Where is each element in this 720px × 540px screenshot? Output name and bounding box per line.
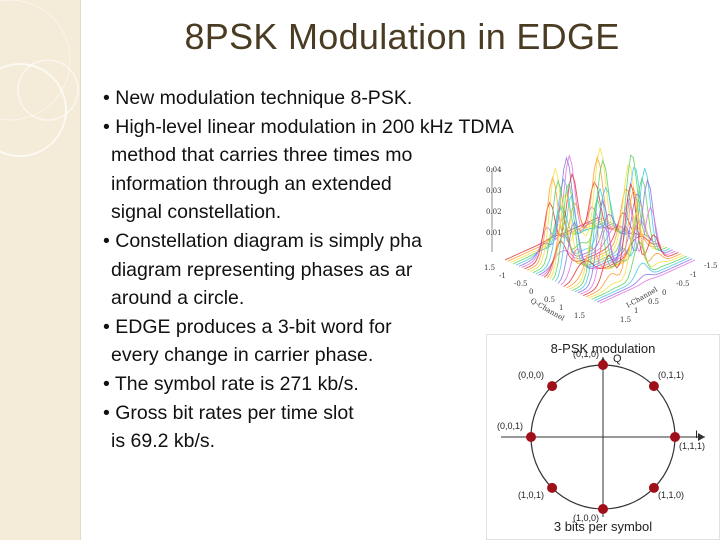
bullet-continuation: every change in carrier phase. [111,344,374,367]
q-tick-label: 1 [559,304,563,312]
z-tick-label: 0.04 [486,166,502,174]
constellation-point [670,432,680,442]
bullet-item: • High-level linear modulation in 200 kH… [103,115,514,138]
constellation-point-label: (1,1,1) [679,441,706,451]
z-tick-label: 0.02 [486,208,502,216]
bullet-continuation: is 69.2 kb/s. [111,430,216,453]
surface-mesh-line [521,155,617,269]
surface-mesh-line [515,177,612,266]
slide-title: 8PSK Modulation in EDGE [184,16,620,57]
bullet-item: • Constellation diagram is simply pha [103,229,422,252]
constellation-point [598,360,608,370]
q-tick-label: -0.5 [514,280,528,288]
constellation-point-label: (1,0,0) [573,513,600,523]
surface-mesh-line [532,158,629,274]
constellation-svg [501,357,705,517]
surface-mesh-line [554,166,651,282]
constellation-point [547,482,558,493]
q-tick-label: 1.5 [484,264,495,272]
constellation-point-label: (0,0,1) [497,421,524,431]
q-tick-label: 0 [529,288,533,296]
constellation-point [598,504,608,514]
bullet-item: • New modulation technique 8-PSK. [103,87,413,109]
bullet-list: • New modulation technique 8-PSK. • High-… [103,84,623,456]
surface-mesh-line [588,211,685,299]
surface-mesh-line [585,186,682,298]
surface-plot-svg: 0.040.030.020.011.5-1-0.500.511.5-1.5-1-… [484,147,718,324]
i-tick-label: -0.5 [676,280,690,288]
bullet-item: • Gross bit rates per time slot [103,401,354,424]
i-tick-label: 0 [662,289,666,297]
constellation-point [547,381,558,392]
constellation-point-label: (1,1,0) [658,490,685,500]
i-tick-label: 0.5 [648,298,659,306]
surface-mesh-line [571,176,668,291]
q-tick-label: -1 [499,272,506,280]
surface-mesh-line [552,154,648,281]
constellation-point-label: (0,1,1) [658,370,685,380]
constellation-title: 8-PSK modulation [550,341,656,356]
sidebar-swirl-decoration [0,0,79,157]
z-tick-label: 0.01 [486,229,502,237]
q-tick-label: 1.5 [574,312,585,320]
surface-mesh-line [597,258,693,303]
constellation-footer: 3 bits per symbol [553,519,653,534]
surface-mesh-line [599,259,696,304]
i-tick-label: 1 [634,307,638,315]
bullet-continuation: diagram representing phases as ar [111,258,413,281]
bullet-continuation: method that carries three times mo [111,144,413,167]
i-tick-label: -1 [690,271,697,279]
i-tick-label: -1.5 [704,262,718,270]
i-axis-label: I [695,429,699,441]
surface-mesh-line [557,193,654,284]
surface-mesh-line [594,257,690,302]
q-tick-label: 0.5 [544,296,555,304]
surface-mesh-line [560,219,656,286]
bullet-item: • The symbol rate is 271 kb/s. [103,372,359,395]
i-axis-arrow [698,433,705,441]
bullet-continuation: signal constellation. [111,201,282,224]
surface-mesh-line [569,201,665,290]
surface-mesh-line [529,147,626,272]
surface-mesh-line [591,240,687,300]
bullet-item: • EDGE produces a 3-bit word for [103,315,392,338]
z-tick-label: 0.03 [486,187,502,195]
surface-mesh-line [583,183,679,297]
bullet-continuation: information through an extended [111,172,392,195]
surface-plot: 0.04 0.03 0.02 0.01 1.5 -1 -0.5 0 0.5 1 1.5 -1.5 -1-… [478,132,720,332]
constellation-point-label: (0,1,0) [573,349,600,359]
i-tick-label: 1.5 [620,316,631,324]
constellation-diagram: 8-PSK modulation Q I 3 bits per symbol (… [486,334,720,540]
bullet-continuation: around a circle. [111,287,245,310]
surface-mesh-line [524,172,620,270]
constellation-point [648,482,659,493]
constellation-point-label: (0,0,0) [518,370,545,380]
constellation-point-label: (1,0,1) [518,490,545,500]
constellation-point [648,381,659,392]
q-axis-label: Q [613,353,622,365]
constellation-point [526,432,536,442]
decorative-sidebar [0,0,81,540]
